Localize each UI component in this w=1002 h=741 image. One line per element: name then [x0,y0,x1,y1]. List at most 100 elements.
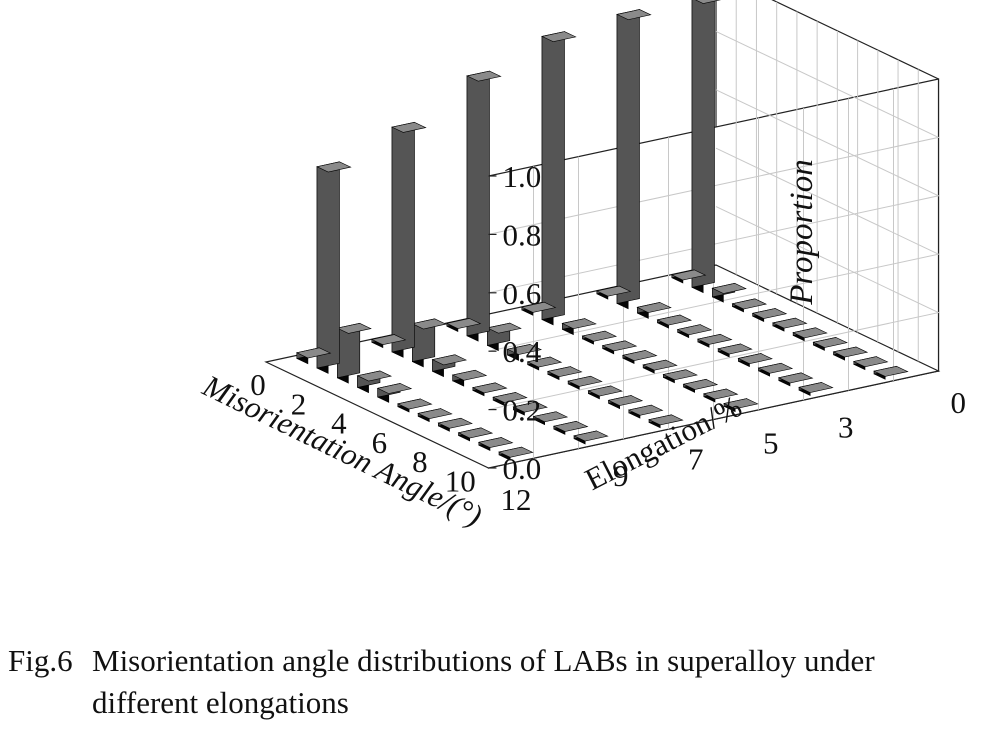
bar-top-face [852,356,889,368]
bar-top-face [561,318,597,330]
bar [417,408,453,423]
bar [731,298,768,313]
bar-top-face [506,344,543,355]
bar-top-face [587,385,623,397]
bar-side-face [391,121,415,353]
bar [396,398,433,413]
bar [812,337,848,351]
bar [466,70,502,342]
bar-top-face [695,0,722,4]
bar [451,369,488,387]
bar [642,359,678,374]
bar [336,322,372,384]
bar-top-face [621,350,658,361]
bar-top-face [552,420,589,432]
bar-top-face [662,369,698,381]
x-tick-label: 2 [291,386,307,421]
grid-line [488,206,941,411]
bar [723,398,759,413]
z-tick-label: 0.2 [503,393,542,428]
bar-side-face [316,161,340,369]
bar-top-face [356,370,393,382]
bar [431,354,468,378]
bar-top-face [445,318,482,329]
bar-top-face [696,333,733,345]
bar [437,417,473,432]
bar-top-face [642,359,678,371]
bar-top-face [486,322,522,334]
bar-top-face [492,392,528,403]
bar-top-face [601,340,638,352]
bar-top-face [751,308,788,319]
bar [717,343,753,358]
bar [751,308,788,322]
bar-top-face [717,343,753,355]
bar-top-face [477,437,514,448]
bar [526,356,563,371]
bar [852,356,889,371]
bar-top-face [498,446,534,458]
bar [621,350,658,364]
bar [477,437,514,451]
bar [616,9,652,310]
bar [832,346,869,361]
bar-top-face [396,398,433,410]
bar-top-face [466,70,502,82]
bar-top-face [616,9,652,21]
figure-number: Fig.6 [8,643,73,678]
bar-top-face [737,353,773,365]
bar-top-face [526,356,563,368]
bar-top-face [391,121,427,133]
bar-top-face [702,388,739,400]
bar [573,430,609,445]
bar-side-face [466,70,490,337]
bar-top-face [682,378,719,390]
bar [370,334,407,349]
bar-top-face [607,395,644,406]
bar-top-face [656,314,693,326]
bar-top-face [532,411,569,423]
bar-top-face [336,322,372,334]
bar [792,327,828,342]
bar [445,318,482,332]
bar-top-face [648,414,684,426]
bar [457,427,494,442]
bar-side-face [616,9,640,304]
bar [873,365,909,380]
bar [295,347,332,365]
bar-top-face [711,282,747,294]
bar [798,382,834,396]
bar [737,353,773,368]
figure-caption: Fig.6 Misorientation angle distributions … [8,640,998,724]
bar-top-face [512,401,548,413]
x-tick-label: 4 [331,406,347,441]
bar [498,446,534,461]
bar-top-face [676,324,713,336]
bar [471,382,508,397]
bar [486,322,522,352]
z-tick-label: 0.8 [503,217,542,252]
bar [595,285,632,300]
y-tick-label: 7 [688,442,704,477]
bar-top-face [295,347,332,359]
bar-top-face [636,302,672,313]
z-tick-label: 1.0 [503,159,542,194]
z-tick-label: 0.0 [503,451,542,486]
bar [552,420,589,435]
bar-top-face [437,417,473,429]
caption-line-1: Misorientation angle distributions of LA… [92,643,875,678]
y-tick-label: 5 [763,425,779,460]
bar-top-face [471,382,508,394]
bar [356,370,393,394]
bar-top-face [316,161,352,173]
bar [676,324,713,339]
y-tick-label: 0 [951,385,967,420]
bar-top-face [670,269,707,281]
bar-top-face [873,365,909,377]
x-tick-label: 8 [412,444,428,479]
bar-top-face [370,334,407,346]
bar [711,282,747,303]
z-tick-label: 0.4 [503,334,542,369]
